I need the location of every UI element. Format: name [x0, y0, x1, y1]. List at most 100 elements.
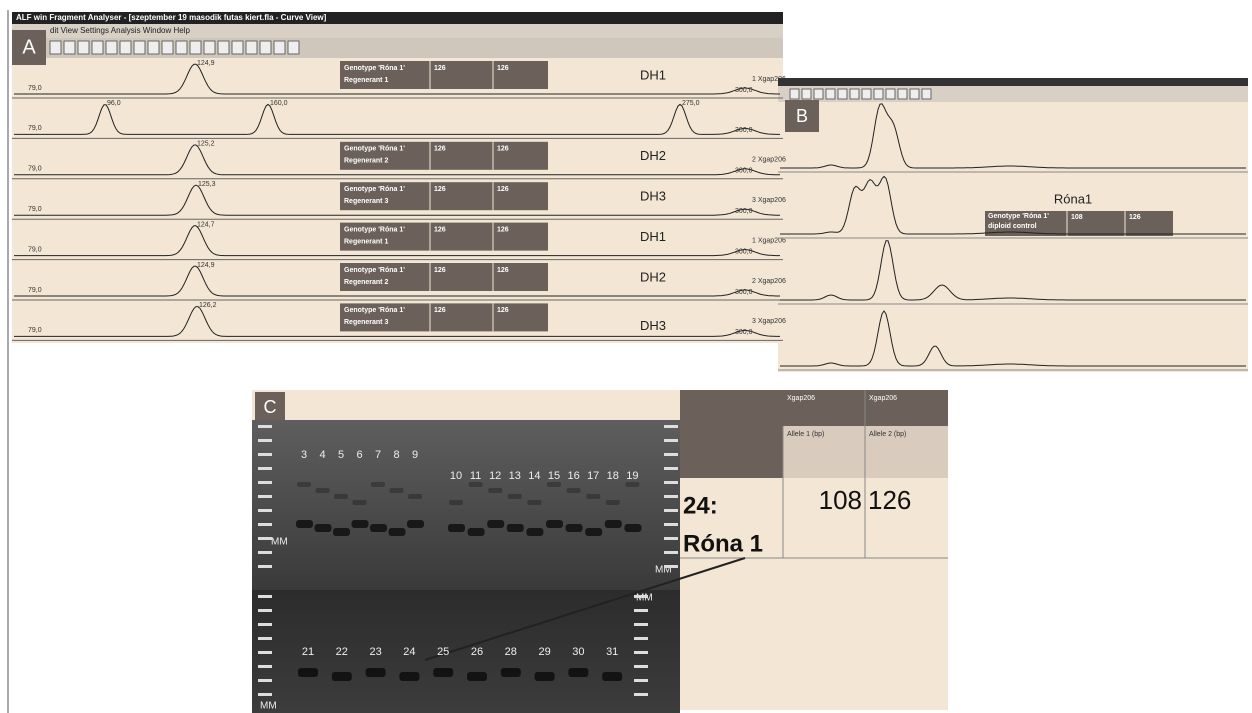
gel-band — [296, 520, 313, 528]
tool-icon — [274, 41, 285, 54]
tool-icon — [850, 89, 859, 99]
allele-2: 126 — [1129, 214, 1141, 221]
gel-band — [625, 482, 639, 487]
allele-1: 126 — [434, 307, 446, 314]
tool-icon — [874, 89, 883, 99]
tool-icon — [218, 41, 229, 54]
peak-label: 160,0 — [270, 100, 288, 107]
allele-1: 108 — [819, 485, 862, 515]
tool-icon — [92, 41, 103, 54]
lane-label: 19 — [626, 470, 638, 482]
allele-1: 126 — [434, 186, 446, 193]
end-label: 300,0 — [735, 168, 753, 175]
gel-band — [390, 488, 404, 493]
end-label: 300,0 — [735, 248, 753, 255]
tool-icon — [106, 41, 117, 54]
mm-label: MM — [636, 593, 653, 604]
peak-label: 79,0 — [28, 246, 42, 253]
allele-1: 126 — [434, 226, 446, 233]
gel-band — [333, 528, 350, 536]
regenerant: Regenerant 1 — [344, 238, 388, 245]
sample-name: Róna1 — [1054, 191, 1092, 206]
lane-label: 18 — [607, 470, 619, 482]
peak-label: 79,0 — [28, 327, 42, 334]
gel-band — [535, 672, 555, 681]
ladder-band — [258, 595, 272, 598]
peak-label: 79,0 — [28, 287, 42, 294]
allele-1: 126 — [434, 146, 446, 153]
tool-icon — [288, 41, 299, 54]
gel-band — [546, 520, 563, 528]
lane-label: 12 — [489, 470, 501, 482]
gel-band — [469, 482, 483, 487]
gel-band — [547, 482, 561, 487]
end-label: 300,0 — [735, 127, 753, 134]
tool-icon — [50, 41, 61, 54]
lane-label: 16 — [567, 470, 579, 482]
gel-band — [448, 524, 465, 532]
gel-band — [399, 672, 419, 681]
tool-icon — [120, 41, 131, 54]
allele-2: 126 — [497, 307, 509, 314]
lane-label: 25 — [437, 646, 449, 658]
gel-band — [332, 672, 352, 681]
ladder-band — [664, 425, 678, 428]
ladder-band — [664, 551, 678, 554]
tool-icon — [814, 89, 823, 99]
ladder-band — [634, 693, 648, 696]
sample-id: 24: — [683, 492, 718, 519]
lane-label: 4 — [319, 449, 325, 461]
peak-label: 79,0 — [28, 85, 42, 92]
ladder-band — [258, 495, 272, 498]
gel-band — [366, 668, 386, 677]
tool-icon — [204, 41, 215, 54]
lane-label: 15 — [548, 470, 560, 482]
tool-icon — [886, 89, 895, 99]
mm-label: MM — [271, 537, 288, 548]
tool-icon — [246, 41, 257, 54]
tool-icon — [838, 89, 847, 99]
peak-label: 275,0 — [682, 100, 700, 107]
lane-label: 30 — [572, 646, 584, 658]
header: Xgap206 — [787, 395, 815, 402]
gel-band — [501, 668, 521, 677]
gel-band — [527, 500, 541, 505]
regenerant: Regenerant 1 — [344, 77, 388, 84]
toolbar — [778, 86, 1248, 102]
lane-label: 29 — [538, 646, 550, 658]
gel-band — [468, 528, 485, 536]
tool-icon — [232, 41, 243, 54]
subheader: Allele 1 (bp) — [787, 431, 824, 438]
gel-band — [353, 500, 367, 505]
mm-label: MM — [260, 701, 277, 712]
dh-label: DH1 — [640, 229, 666, 244]
lane-label: 7 — [375, 449, 381, 461]
panel-c-top — [252, 390, 680, 420]
tool-icon — [148, 41, 159, 54]
ladder-band — [634, 651, 648, 654]
ladder-band — [258, 665, 272, 668]
lane-label: 8 — [393, 449, 399, 461]
lane-label: 5 — [338, 449, 344, 461]
gel-band — [602, 672, 622, 681]
lane-label: 26 — [471, 646, 483, 658]
lane-label: 10 — [450, 470, 462, 482]
title-bar — [778, 78, 1248, 86]
peak-label: 124,9 — [197, 262, 215, 269]
gel-band — [334, 494, 348, 499]
gel-band — [389, 528, 406, 536]
allele-2: 126 — [868, 485, 911, 515]
gel-band — [568, 668, 588, 677]
dh-label: DH3 — [640, 318, 666, 333]
lane-label: 14 — [528, 470, 540, 482]
ladder-band — [258, 453, 272, 456]
lane-label: 21 — [302, 646, 314, 658]
peak-label: 79,0 — [28, 166, 42, 173]
tool-icon — [826, 89, 835, 99]
gel-band — [586, 494, 600, 499]
tool-icon — [176, 41, 187, 54]
gel-band — [315, 524, 332, 532]
tool-icon — [898, 89, 907, 99]
gel-band — [585, 528, 602, 536]
ladder-band — [258, 565, 272, 568]
